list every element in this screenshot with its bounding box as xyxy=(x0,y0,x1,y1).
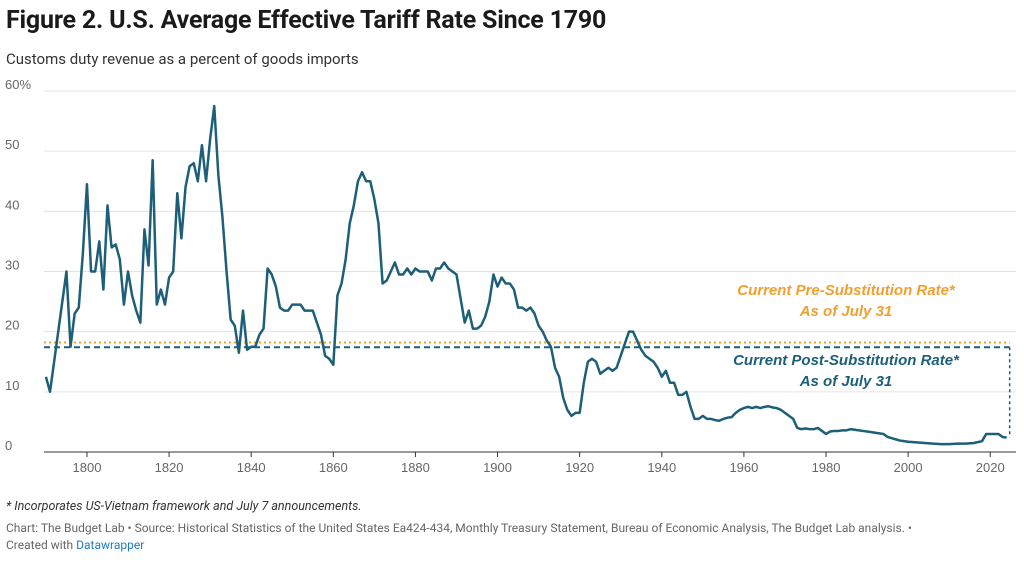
chart-title: Figure 2. U.S. Average Effective Tariff … xyxy=(6,6,607,35)
y-tick-label: 10 xyxy=(5,378,19,393)
data-line xyxy=(44,104,1007,446)
chart: 0 10 20 30 40 50 60% 1800 1820 1840 1860 1880 1900 19… xyxy=(5,77,1016,475)
y-tick-label: 0 xyxy=(5,438,12,453)
y-tick-label: 50 xyxy=(5,137,19,152)
x-tick-label: 1880 xyxy=(401,460,430,475)
x-tick-label: 1860 xyxy=(319,460,348,475)
y-tick-label: 20 xyxy=(5,318,19,333)
x-tick-label: 1980 xyxy=(812,460,841,475)
created-with: Created with xyxy=(6,538,74,552)
x-tick-label: 1820 xyxy=(155,460,184,475)
x-tick-label: 1900 xyxy=(483,460,512,475)
y-tick-label: 60% xyxy=(5,77,31,92)
credit-link[interactable]: Datawrapper xyxy=(76,538,145,552)
reference-label: As of July 31 xyxy=(799,373,893,390)
y-tick-label: 30 xyxy=(5,258,19,273)
footnote: * Incorporates US-Vietnam framework and … xyxy=(6,499,362,514)
x-tick-label: 2000 xyxy=(894,460,923,475)
x-tick-label: 1960 xyxy=(729,460,758,475)
reference-label: Current Pre-Substitution Rate* xyxy=(737,282,956,299)
x-tick-label: 1800 xyxy=(73,460,102,475)
x-tick-label: 2020 xyxy=(976,460,1005,475)
chart-subtitle: Customs duty revenue as a percent of goo… xyxy=(6,50,359,68)
source-text: Chart: The Budget Lab • Source: Historic… xyxy=(6,521,912,535)
x-tick-label: 1920 xyxy=(565,460,594,475)
reference-label: Current Post-Substitution Rate* xyxy=(733,352,960,369)
x-tick-label: 1940 xyxy=(647,460,676,475)
y-tick-label: 40 xyxy=(5,197,19,212)
reference-label: As of July 31 xyxy=(799,303,893,320)
x-tick-label: 1840 xyxy=(237,460,266,475)
source: Chart: The Budget Lab • Source: Historic… xyxy=(6,520,1016,554)
